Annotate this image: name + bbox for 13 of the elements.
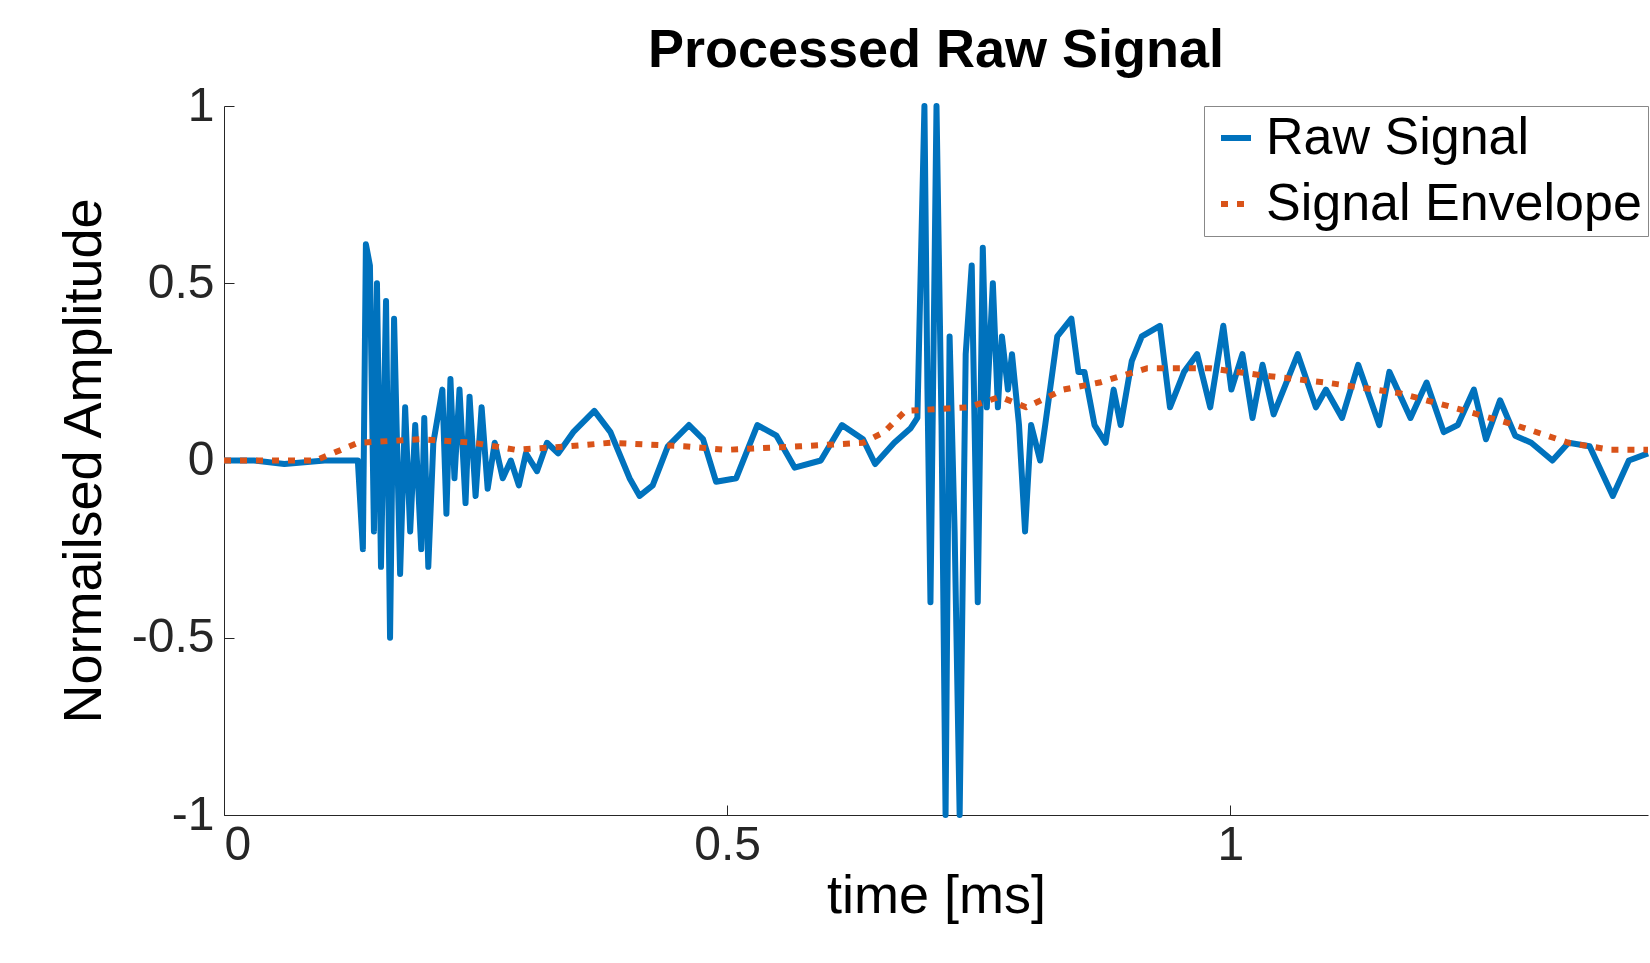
x-tick-label: 1 [1217, 816, 1245, 870]
y-axis-title: Normailsed Amplitude [51, 198, 112, 724]
chart-title: Processed Raw Signal [647, 18, 1225, 78]
x-tick-label: 0 [224, 816, 252, 870]
y-tick-label: 0 [187, 432, 215, 485]
y-tick-label: 0.5 [147, 254, 215, 308]
x-tick-label: 0.5 [694, 816, 762, 870]
x-axis-title: time [ms] [826, 863, 1047, 924]
legend-label: Signal Envelope [1266, 173, 1642, 231]
y-tick-label: -0.5 [131, 609, 215, 663]
y-tick-label: -1 [171, 786, 215, 840]
legend-label: Raw Signal [1266, 107, 1530, 165]
y-tick-label: 1 [187, 77, 215, 131]
